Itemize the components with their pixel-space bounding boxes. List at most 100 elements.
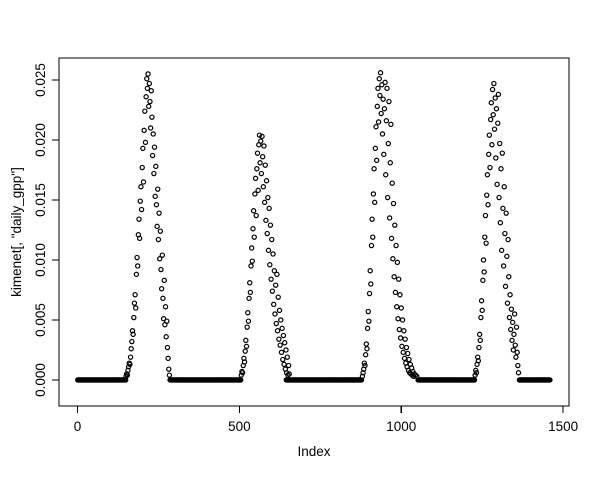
data-point	[495, 120, 501, 126]
data-point	[499, 150, 505, 156]
data-point	[403, 344, 410, 351]
data-point	[250, 208, 257, 214]
y-tick-label: 0.005	[33, 303, 48, 337]
y-tick-label: 0.010	[33, 243, 48, 277]
data-point	[471, 377, 478, 383]
data-point	[144, 76, 150, 82]
data-point	[362, 352, 369, 358]
data-point	[478, 298, 485, 304]
data-point	[139, 164, 145, 171]
data-point	[286, 371, 292, 377]
data-point	[489, 86, 496, 93]
data-point	[388, 235, 395, 242]
data-point	[515, 362, 521, 369]
data-point	[145, 71, 151, 77]
data-point	[500, 205, 506, 212]
data-point	[259, 154, 266, 160]
data-point	[395, 276, 402, 282]
data-point	[497, 140, 503, 147]
x-tick-label: 1500	[548, 419, 578, 434]
data-point	[483, 240, 489, 246]
data-point	[247, 289, 254, 296]
data-point	[480, 277, 486, 284]
data-point	[128, 346, 134, 352]
data-point	[246, 295, 252, 302]
data-point	[245, 310, 251, 316]
data-point	[264, 230, 270, 237]
data-point	[265, 247, 272, 254]
data-point	[385, 140, 392, 147]
data-point	[159, 252, 165, 258]
data-point	[484, 192, 490, 198]
data-point	[281, 361, 287, 368]
data-point	[496, 194, 502, 201]
data-point	[250, 226, 256, 232]
data-point	[241, 359, 248, 365]
data-point	[275, 294, 281, 300]
data-point	[147, 98, 153, 105]
data-point	[478, 314, 484, 321]
data-point	[155, 186, 161, 192]
data-point	[504, 300, 511, 306]
data-point	[379, 131, 386, 137]
data-point	[406, 356, 412, 363]
data-point	[254, 150, 261, 156]
data-point	[510, 347, 516, 353]
data-point	[129, 338, 135, 345]
data-point	[164, 318, 170, 324]
data-point	[157, 228, 164, 234]
x-tick-label: 1000	[386, 419, 416, 434]
data-point	[503, 210, 509, 216]
data-point	[477, 337, 483, 344]
data-point	[166, 366, 172, 372]
data-point	[280, 356, 286, 363]
data-point	[134, 254, 140, 261]
data-point	[259, 133, 265, 140]
data-point	[397, 335, 404, 341]
data-point	[145, 103, 152, 110]
data-point	[244, 324, 250, 330]
data-point	[363, 341, 369, 347]
data-point	[509, 319, 516, 326]
data-point	[377, 92, 383, 99]
data-point	[272, 282, 279, 288]
data-point	[164, 344, 171, 351]
data-point	[138, 184, 144, 190]
data-point	[272, 311, 278, 317]
data-point	[163, 334, 169, 340]
data-point	[376, 76, 382, 82]
data-point	[386, 215, 393, 221]
data-point	[502, 283, 509, 290]
data-point	[262, 162, 268, 168]
data-point	[153, 202, 160, 208]
data-point	[158, 286, 165, 292]
data-point	[267, 262, 273, 268]
data-point	[248, 245, 255, 251]
data-point	[251, 234, 257, 240]
data-point	[140, 145, 146, 152]
data-point	[151, 170, 157, 177]
y-tick-label: 0.025	[33, 63, 48, 97]
data-point	[392, 289, 399, 296]
data-point	[482, 212, 489, 219]
data-point	[515, 370, 522, 376]
data-point	[369, 216, 375, 222]
data-point	[263, 217, 269, 224]
data-point	[480, 257, 487, 263]
data-point	[274, 328, 281, 334]
scatter-points	[75, 70, 553, 383]
data-point	[506, 314, 513, 321]
data-point	[489, 142, 495, 148]
y-tick-label: 0.020	[33, 123, 48, 157]
x-axis-title: Index	[297, 444, 330, 459]
data-point	[283, 347, 289, 353]
data-point	[384, 85, 390, 92]
data-point	[486, 132, 493, 138]
data-point	[508, 326, 514, 333]
data-point	[247, 280, 253, 286]
data-point	[154, 223, 160, 230]
data-point	[160, 295, 166, 302]
data-point	[278, 317, 284, 323]
